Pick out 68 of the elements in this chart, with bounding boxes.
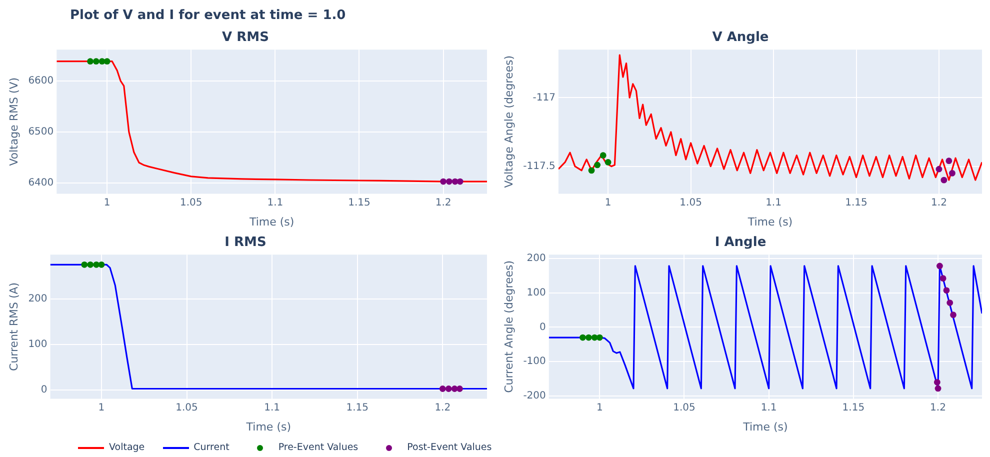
x-tick-label: 1.1 [264, 402, 280, 414]
point [934, 379, 940, 386]
x-tick-label: 1.15 [346, 402, 368, 414]
point [950, 312, 956, 318]
chart-title: V Angle [712, 30, 769, 46]
point [946, 300, 954, 306]
point [588, 167, 595, 174]
y-tick-label: 6600 [28, 75, 54, 86]
x-tick-label: 1.05 [680, 197, 702, 208]
chart-title: I Angle [714, 235, 766, 250]
x-tick-label: 1.2 [930, 402, 946, 414]
y-tick-label: 6400 [28, 178, 54, 189]
point [594, 162, 601, 168]
x-tick-label: 1.05 [176, 402, 198, 414]
x-tick-label: 1.1 [760, 402, 777, 414]
point [943, 287, 950, 294]
x-tick-label: 1.15 [348, 197, 370, 208]
y-axis-title: Voltage RMS (V) [7, 77, 20, 166]
point [946, 158, 952, 164]
point [949, 170, 956, 176]
point [585, 334, 592, 341]
x-tick-label: 1.1 [766, 197, 782, 208]
y-tick-label: 6500 [28, 126, 54, 138]
point [596, 334, 603, 341]
x-axis-title: Time (s) [245, 420, 292, 434]
x-tick-label: 1.15 [842, 402, 865, 414]
y-tick-label: 100 [28, 339, 48, 350]
point [940, 275, 946, 282]
chart-title: I RMS [224, 235, 266, 250]
point [940, 176, 948, 184]
x-tick-label: 1.2 [931, 197, 947, 208]
y-tick-label: 200 [28, 293, 48, 304]
x-tick-label: 1.2 [435, 197, 452, 208]
y-axis-title: Current Angle (degrees) [502, 260, 516, 393]
x-axis-title: Time (s) [248, 215, 294, 228]
chart-title: V RMS [222, 30, 269, 46]
point [936, 166, 942, 172]
x-tick-label: 1 [104, 197, 110, 208]
x-tick-label: 1 [98, 402, 105, 414]
x-tick-label: 1.2 [434, 402, 451, 414]
legend-label: Voltage [109, 442, 145, 453]
y-tick-label: 0 [40, 384, 48, 396]
y-tick-label: 0 [540, 322, 546, 333]
y-tick-label: -117.5 [523, 160, 556, 172]
y-axis-title: Voltage Angle (degrees) [502, 55, 516, 188]
y-axis-title: Current RMS (A) [7, 282, 20, 371]
y-tick-label: 100 [526, 287, 546, 298]
point [934, 385, 942, 392]
x-axis-title: Time (s) [746, 215, 793, 228]
legend-label: Current [194, 442, 230, 453]
x-tick-label: 1 [604, 197, 612, 208]
x-tick-label: 1.05 [673, 402, 696, 414]
y-tick-label: -117 [532, 92, 556, 104]
x-tick-label: 1.05 [180, 197, 202, 208]
point [580, 334, 586, 341]
legend-label: Post-Event Values [407, 442, 492, 453]
text: Plot of V and I for event at time = 1.0 [70, 8, 346, 23]
y-tick-label: -200 [523, 390, 546, 402]
point [604, 159, 612, 166]
y-tick-label: -100 [523, 356, 546, 368]
legend-label: Pre-Event Values [278, 442, 358, 453]
x-tick-label: 1.15 [845, 197, 868, 208]
x-axis-title: Time (s) [742, 420, 788, 434]
x-tick-label: 1.1 [267, 197, 284, 208]
point [936, 262, 943, 270]
x-tick-label: 1 [596, 402, 603, 414]
y-tick-label: 200 [526, 252, 546, 264]
point [600, 152, 606, 159]
